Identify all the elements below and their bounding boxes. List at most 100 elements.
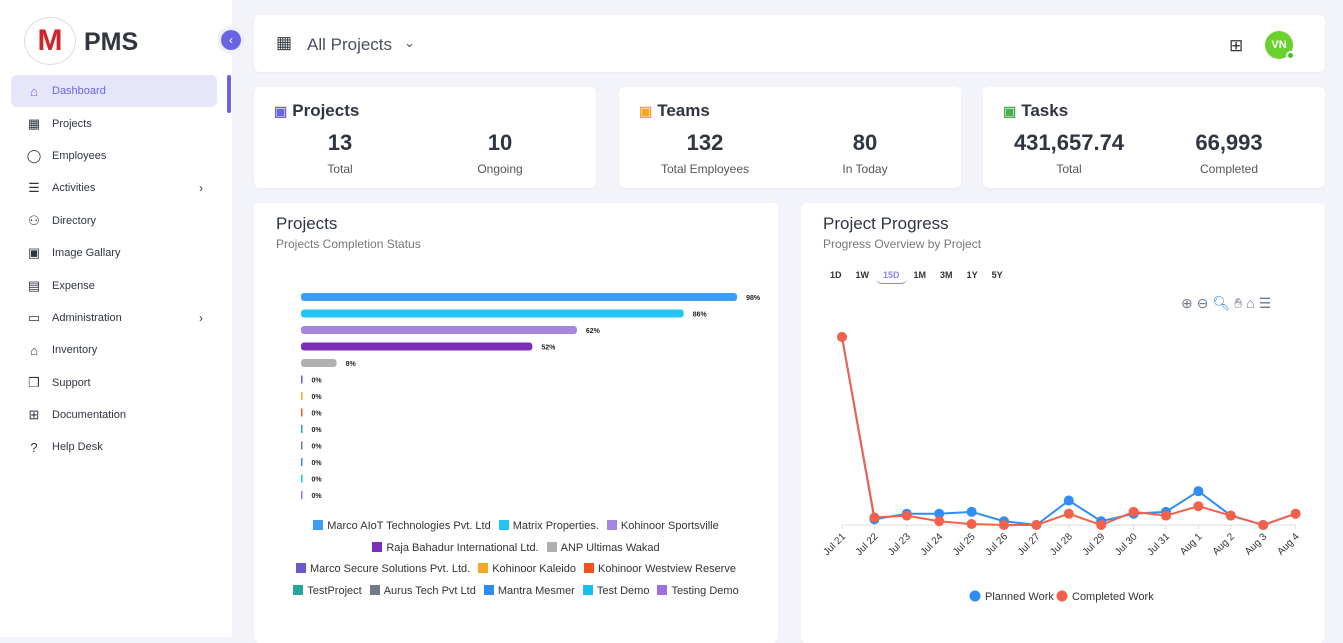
bar[interactable] (301, 309, 684, 318)
legend-item[interactable]: TestProject (293, 581, 362, 603)
pan-hand-icon[interactable]: ✋︎ (1234, 295, 1243, 311)
selection-zoom-icon[interactable]: 🔍︎ (1212, 295, 1231, 311)
legend-swatch (584, 563, 594, 573)
x-tick-label: Jul 22 (854, 531, 881, 558)
range-15d[interactable]: 15D (876, 267, 907, 284)
sidebar-item-dashboard[interactable]: ⌂ Dashboard (11, 75, 217, 108)
bar[interactable] (301, 326, 577, 334)
chevron-right-icon: › (199, 181, 203, 196)
legend-item[interactable]: Matrix Properties. (498, 516, 599, 538)
chevron-right-icon: › (199, 310, 203, 325)
bar[interactable] (301, 359, 337, 367)
data-point[interactable] (901, 510, 912, 521)
data-point[interactable] (869, 512, 880, 523)
data-point[interactable] (837, 332, 847, 342)
sidebar-item-administration[interactable]: ▭ Administration › (11, 302, 217, 334)
sidebar: M PMS ‹ ⌂ Dashboard ▦ Projects ◯ Employees ☰ Ac… (0, 0, 241, 637)
project-select[interactable]: All Projects (307, 35, 393, 54)
projects-chart-card: Projects Projects Completion Status 98% 8… (254, 203, 778, 643)
bar[interactable] (301, 458, 303, 466)
bar[interactable] (301, 293, 738, 301)
legend-item[interactable]: Mantra Mesmer (483, 581, 575, 603)
menu-icon[interactable]: ☰ (1258, 295, 1272, 311)
sidebar-item-image-gallary[interactable]: ▣ Image Gallary (11, 237, 217, 269)
zoom-in-icon[interactable]: ⊕ (1181, 295, 1193, 311)
legend-item[interactable]: Kohinoor Kaleido (478, 559, 576, 581)
range-1y[interactable]: 1Y (966, 270, 978, 280)
data-point[interactable] (1225, 510, 1236, 521)
collapse-sidebar-button[interactable]: ‹ (221, 30, 241, 50)
x-tick-label: Aug 3 (1243, 531, 1270, 558)
stat-label: Total Employees (660, 162, 750, 176)
bar[interactable] (301, 342, 533, 351)
bar[interactable] (301, 441, 303, 450)
apps-grid-icon[interactable]: ⊞ (1229, 36, 1244, 55)
sidebar-item-documentation[interactable]: ⊞ Documentation (11, 399, 217, 431)
bar-label: 52% (541, 345, 556, 352)
range-1w[interactable]: 1W (855, 270, 870, 280)
bar-label: 86% (693, 312, 708, 319)
data-point[interactable] (1096, 520, 1107, 530)
bar-label: 98% (746, 295, 761, 302)
data-point[interactable] (999, 520, 1009, 530)
x-tick-label: Jul 30 (1113, 531, 1140, 558)
bar[interactable] (301, 474, 303, 483)
data-point[interactable] (1161, 510, 1171, 521)
data-point[interactable] (1290, 508, 1301, 519)
data-point[interactable] (1193, 501, 1204, 512)
sidebar-item-label: Inventory (52, 344, 98, 357)
bar-chart: 98% 86% 62% 52% 8% 0% 0% 0% 0% 0% 0% 0% 0% (301, 293, 761, 500)
data-point[interactable] (1193, 486, 1204, 497)
legend-marker (969, 590, 981, 602)
data-point[interactable] (1063, 508, 1074, 519)
data-point[interactable] (1258, 520, 1269, 530)
bar[interactable] (301, 408, 303, 417)
bar[interactable] (301, 425, 303, 433)
bar-label: 0% (312, 427, 323, 434)
range-1m[interactable]: 1M (913, 270, 927, 280)
sidebar-item-expense[interactable]: ▤ Expense (11, 269, 217, 301)
legend-item[interactable]: Kohinoor Sportsville (606, 516, 719, 538)
data-point[interactable] (966, 519, 977, 530)
data-point[interactable] (934, 516, 945, 527)
x-tick-label: Jul 31 (1145, 531, 1172, 558)
data-point[interactable] (1031, 520, 1042, 530)
data-point[interactable] (1063, 495, 1074, 506)
sidebar-item-inventory[interactable]: ⌂ Inventory (11, 334, 217, 366)
legend-item[interactable]: Aurus Tech Pvt Ltd (369, 581, 476, 603)
legend-item[interactable]: Marco AIoT Technologies Pvt. Ltd (313, 516, 491, 538)
sidebar-item-projects[interactable]: ▦ Projects (11, 107, 217, 139)
range-3m[interactable]: 3M (940, 270, 953, 280)
legend-item[interactable]: Kohinoor Westview Reserve (584, 559, 736, 581)
zoom-out-icon[interactable]: ⊖ (1196, 295, 1209, 311)
legend-item[interactable]: Marco Secure Solutions Pvt. Ltd. (296, 559, 470, 581)
legend-item[interactable]: Test Demo (582, 581, 649, 603)
sidebar-item-help-desk[interactable]: ? Help Desk (11, 431, 217, 463)
x-tick-label: Jul 29 (1081, 531, 1108, 558)
home-icon: ⌂ (30, 83, 38, 99)
bar-label: 8% (346, 361, 357, 368)
range-5y[interactable]: 5Y (991, 270, 1003, 280)
bar[interactable] (301, 375, 303, 384)
reset-home-icon[interactable]: ⌂ (1246, 295, 1255, 311)
chart-title: Projects (276, 214, 338, 233)
bar[interactable] (301, 392, 303, 400)
range-1d[interactable]: 1D (830, 270, 842, 280)
chevron-down-icon[interactable]: ⌄ (404, 35, 415, 50)
legend-label[interactable]: Completed Work (1072, 591, 1154, 603)
legend-label[interactable]: Planned Work (985, 591, 1054, 603)
avatar[interactable]: VN (1265, 31, 1295, 60)
legend-item[interactable]: Testing Demo (657, 581, 739, 603)
sidebar-item-activities[interactable]: ☰ Activities › (11, 172, 217, 204)
sidebar-item-support[interactable]: ❐ Support (11, 367, 217, 399)
bar[interactable] (301, 491, 303, 499)
stat-title: ▣ Tasks (1003, 101, 1068, 121)
data-point[interactable] (1128, 506, 1139, 517)
sidebar-item-directory[interactable]: ⚇ Directory (11, 205, 217, 237)
legend-item[interactable]: Raja Bahadur International Ltd. (372, 538, 539, 560)
image-icon: ▣ (27, 245, 41, 261)
data-point[interactable] (934, 508, 945, 519)
legend-item[interactable]: ANP Ultimas Wakad (546, 538, 660, 560)
sidebar-item-employees[interactable]: ◯ Employees (11, 140, 217, 172)
data-point[interactable] (966, 506, 977, 517)
